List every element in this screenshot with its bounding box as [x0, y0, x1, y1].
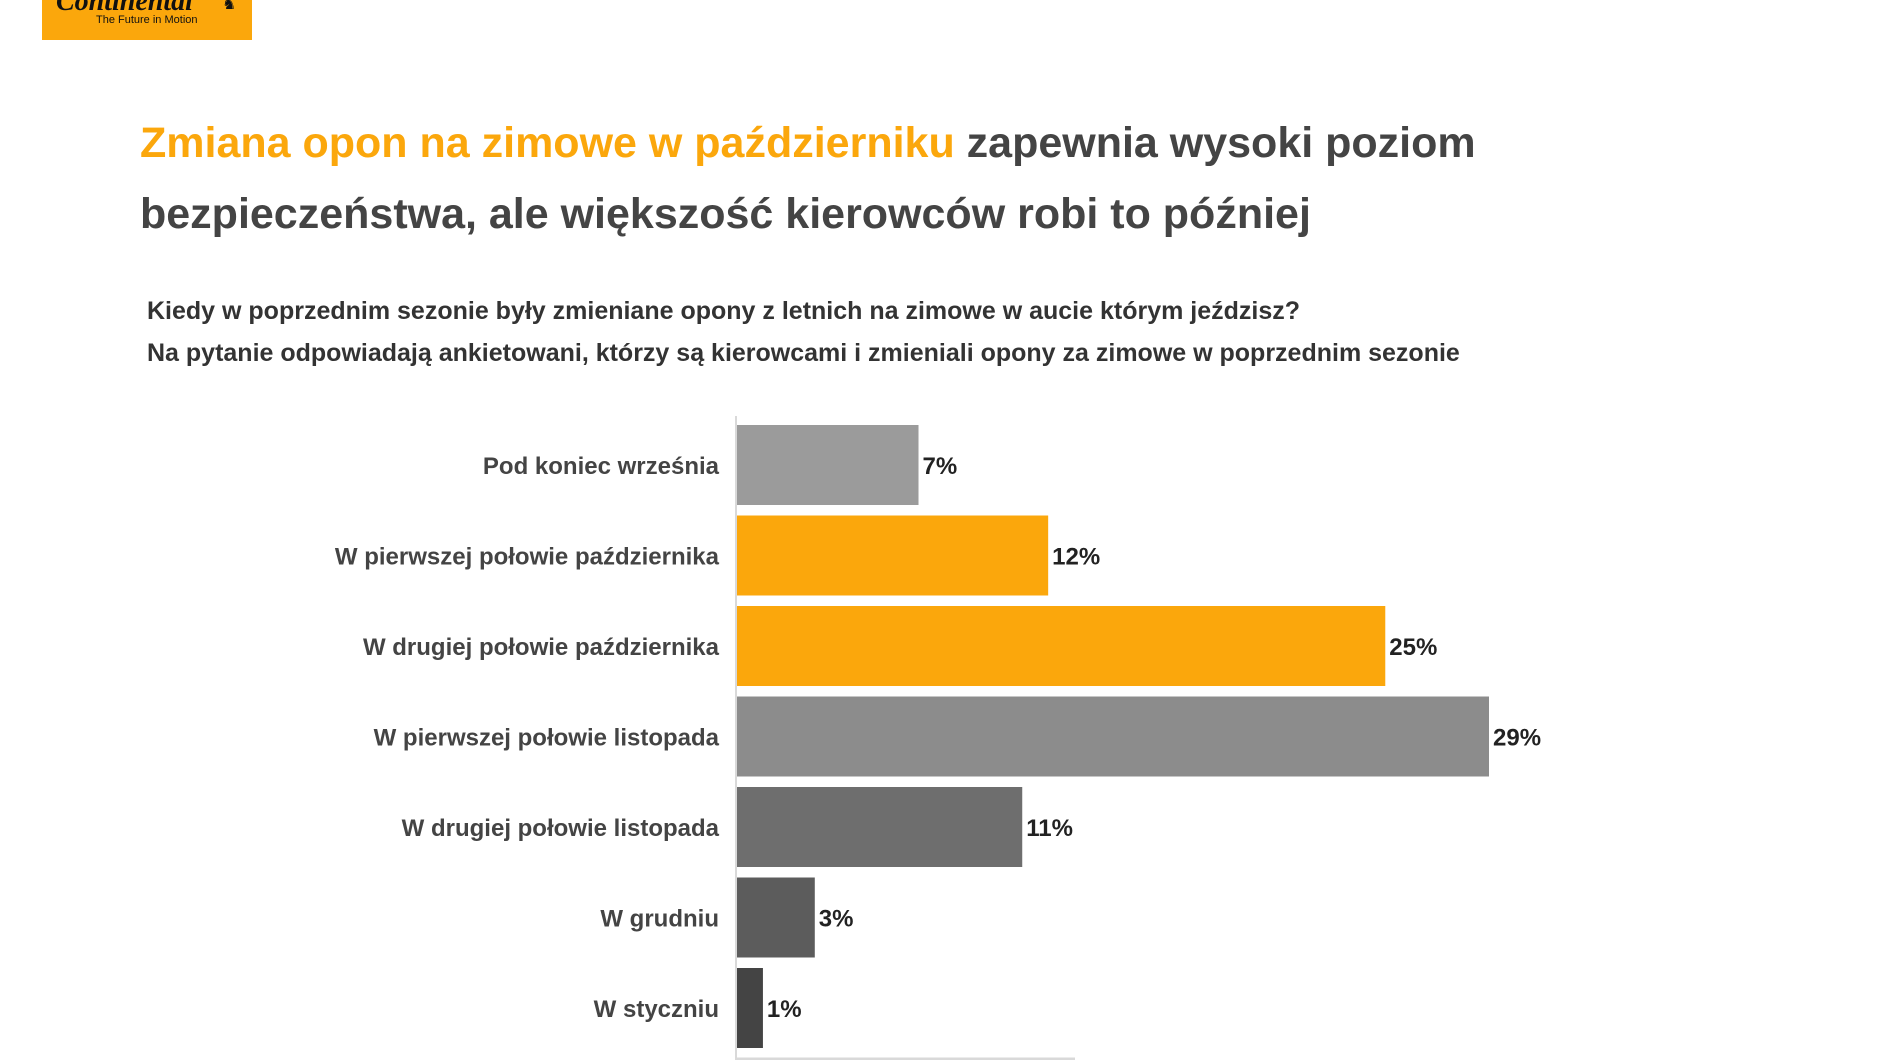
- value-label: 3%: [819, 906, 854, 933]
- question-line-1: Kiedy w poprzednim sezonie były zmienian…: [147, 297, 1301, 325]
- category-label: W pierwszej połowie października: [335, 544, 720, 571]
- bar: [737, 787, 1023, 867]
- survey-question: Kiedy w poprzednim sezonie były zmienian…: [147, 290, 1747, 374]
- category-label: Pod koniec września: [483, 453, 720, 480]
- horse-icon: ♞: [222, 0, 237, 13]
- bar: [737, 425, 919, 505]
- value-label: 7%: [923, 453, 958, 480]
- bar: [737, 968, 763, 1048]
- category-label: W drugiej połowie listopada: [402, 815, 720, 842]
- value-label: 1%: [767, 996, 802, 1023]
- logo-brand-text: Continental: [56, 0, 193, 17]
- value-label: 29%: [1493, 725, 1541, 752]
- category-label: W pierwszej połowie listopada: [374, 725, 720, 752]
- value-label: 25%: [1389, 634, 1437, 661]
- bar: [737, 515, 1049, 596]
- logo-slogan: The Future in Motion: [96, 14, 198, 26]
- bar: [737, 606, 1386, 686]
- bar: [737, 877, 815, 958]
- question-line-2: Na pytanie odpowiadają ankietowani, któr…: [147, 339, 1460, 367]
- headline: Zmiana opon na zimowe w październiku zap…: [140, 108, 1640, 250]
- headline-rest: zapewnia wysoki poziom bezpieczeństwa, a…: [140, 119, 1476, 238]
- continental-logo: Continental ♞ The Future in Motion: [42, 0, 252, 40]
- value-label: 11%: [1026, 815, 1073, 842]
- category-label: W grudniu: [600, 906, 719, 933]
- value-label: 12%: [1052, 544, 1100, 571]
- headline-accent: Zmiana opon na zimowe w październiku: [140, 119, 955, 167]
- bar: [737, 696, 1489, 777]
- category-label: W drugiej połowie października: [363, 634, 720, 661]
- category-label: W styczniu: [594, 996, 719, 1023]
